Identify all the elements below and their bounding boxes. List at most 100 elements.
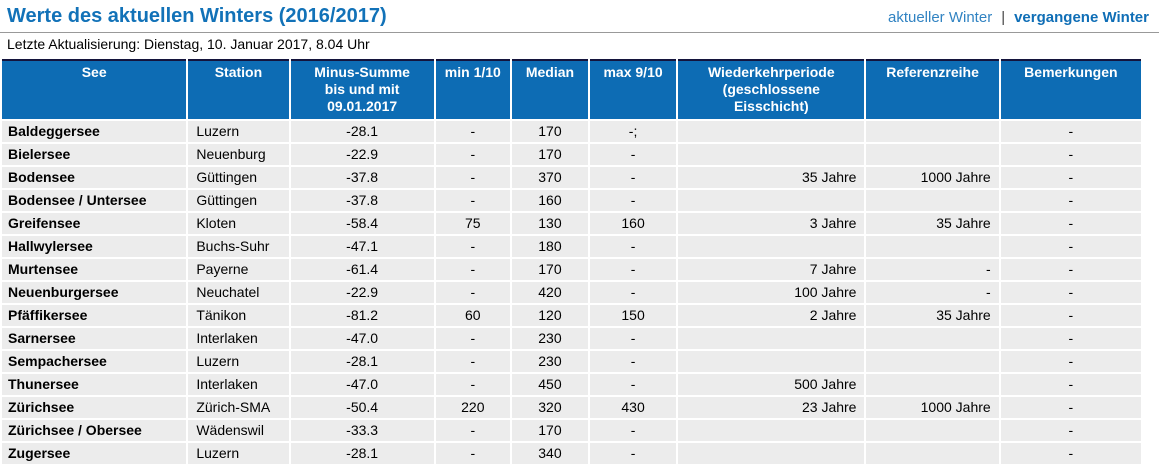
cell-minus_summe: -61.4 [290,259,434,280]
cell-wiederkehrperiode [678,351,865,372]
nav-separator: | [1001,9,1006,26]
cell-max_9_10: - [590,236,677,257]
cell-wiederkehrperiode: 7 Jahre [678,259,865,280]
cell-min_1_10: 75 [435,213,510,234]
cell-see: Hallwylersee [2,236,187,257]
cell-median: 160 [511,190,588,211]
cell-wiederkehrperiode [678,236,865,257]
cell-bemerkungen: - [1000,213,1141,234]
cell-minus_summe: -58.4 [290,213,434,234]
cell-max_9_10: -; [590,121,677,142]
cell-min_1_10: - [435,121,510,142]
cell-station: Luzern [188,351,289,372]
cell-bemerkungen: - [1000,374,1141,395]
cell-wiederkehrperiode [678,420,865,441]
cell-station: Wädenswil [188,420,289,441]
cell-max_9_10: - [590,351,677,372]
page-title: Werte des aktuellen Winters (2016/2017) [7,5,387,27]
cell-bemerkungen: - [1000,167,1141,188]
cell-bemerkungen: - [1000,328,1141,349]
cell-station: Buchs-Suhr [188,236,289,257]
cell-wiederkehrperiode: 2 Jahre [678,305,865,326]
cell-min_1_10: - [435,351,510,372]
table-row: Bodensee Güttingen -37.8-370-35 Jahre 1000 … [2,167,1141,188]
cell-bemerkungen: - [1000,259,1141,280]
table-row: Baldeggersee Luzern -28.1-170 -; - [2,121,1141,142]
cell-min_1_10: - [435,420,510,441]
table-body: Baldeggersee Luzern -28.1-170 -; - Bielersee N… [2,121,1141,464]
column-header-station: Station [188,59,289,119]
cell-station: Neuenburg [188,144,289,165]
cell-minus_summe: -28.1 [290,351,434,372]
cell-median: 170 [511,144,588,165]
cell-station: Kloten [188,213,289,234]
table-row: Greifensee Kloten -58.4 75 130 160 3 Jahre 35 J… [2,213,1141,234]
cell-max_9_10: - [590,167,677,188]
cell-bemerkungen: - [1000,397,1141,418]
cell-referenzreihe: 35 Jahre [866,213,999,234]
table-row: Sempachersee Luzern -28.1-230- - [2,351,1141,372]
table-row: Bielersee Neuenburg -22.9-170- - [2,144,1141,165]
cell-minus_summe: -47.0 [290,328,434,349]
cell-max_9_10: - [590,282,677,303]
cell-min_1_10: - [435,236,510,257]
cell-max_9_10: 430 [590,397,677,418]
cell-median: 120 [511,305,588,326]
cell-referenzreihe: 1000 Jahre [866,167,999,188]
cell-station: Interlaken [188,328,289,349]
cell-bemerkungen: - [1000,443,1141,464]
cell-bemerkungen: - [1000,305,1141,326]
column-header-min_1_10: min 1/10 [435,59,510,119]
cell-wiederkehrperiode [678,328,865,349]
cell-referenzreihe [866,190,999,211]
cell-median: 170 [511,259,588,280]
cell-median: 420 [511,282,588,303]
cell-median: 180 [511,236,588,257]
cell-wiederkehrperiode: 23 Jahre [678,397,865,418]
cell-min_1_10: - [435,259,510,280]
column-header-referenzreihe: Referenzreihe [866,59,999,119]
table-row: Pfäffikersee Tänikon -81.2 60 120 150 2 Jahre 3… [2,305,1141,326]
cell-referenzreihe [866,121,999,142]
table-row: Murtensee Payerne -61.4-170-7 Jahre - - [2,259,1141,280]
cell-see: Bodensee / Untersee [2,190,187,211]
column-header-minus_summe: Minus-Summe bis und mit 09.01.2017 [290,59,434,119]
cell-referenzreihe: - [866,259,999,280]
cell-max_9_10: 150 [590,305,677,326]
cell-bemerkungen: - [1000,282,1141,303]
cell-referenzreihe [866,144,999,165]
cell-bemerkungen: - [1000,420,1141,441]
cell-wiederkehrperiode: 100 Jahre [678,282,865,303]
cell-station: Güttingen [188,190,289,211]
cell-wiederkehrperiode [678,144,865,165]
nav-link-aktueller-winter[interactable]: aktueller Winter [887,9,993,26]
table-row: Neuenburgersee Neuchatel -22.9-420-100 Jah… [2,282,1141,303]
cell-minus_summe: -22.9 [290,144,434,165]
cell-min_1_10: - [435,167,510,188]
cell-bemerkungen: - [1000,236,1141,257]
cell-referenzreihe [866,374,999,395]
cell-median: 450 [511,374,588,395]
cell-median: 130 [511,213,588,234]
column-header-see: See [2,59,187,119]
cell-minus_summe: -37.8 [290,167,434,188]
cell-referenzreihe [866,443,999,464]
cell-wiederkehrperiode [678,121,865,142]
nav-link-vergangene-winter[interactable]: vergangene Winter [1014,9,1149,26]
cell-minus_summe: -47.1 [290,236,434,257]
cell-station: Neuchatel [188,282,289,303]
cell-minus_summe: -81.2 [290,305,434,326]
cell-station: Payerne [188,259,289,280]
cell-see: Neuenburgersee [2,282,187,303]
cell-bemerkungen: - [1000,351,1141,372]
cell-median: 170 [511,420,588,441]
winter-nav: aktueller Winter | vergangene Winter [888,9,1149,26]
cell-median: 230 [511,328,588,349]
cell-see: Zürichsee [2,397,187,418]
cell-see: Sempachersee [2,351,187,372]
cell-station: Zürich-SMA [188,397,289,418]
cell-referenzreihe [866,236,999,257]
cell-referenzreihe: 1000 Jahre [866,397,999,418]
cell-minus_summe: -37.8 [290,190,434,211]
